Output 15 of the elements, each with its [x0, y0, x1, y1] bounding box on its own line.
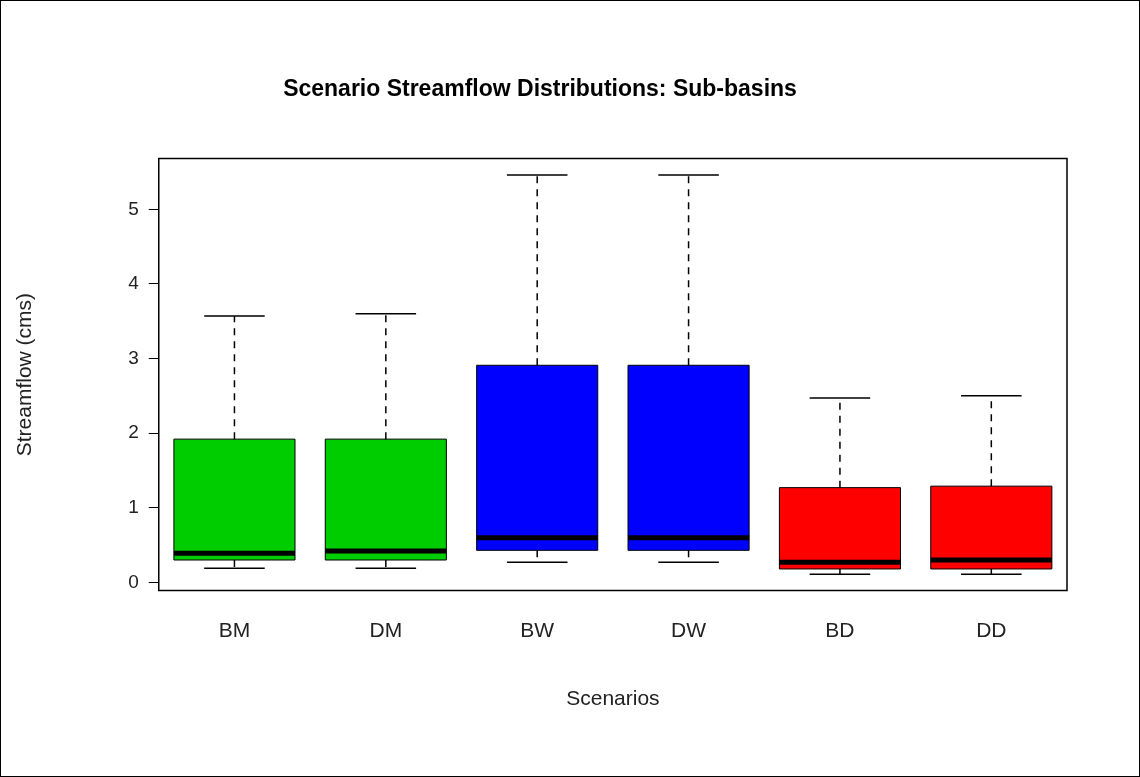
- x-tick-label: DD: [976, 618, 1007, 641]
- x-tick-label: BD: [825, 618, 855, 641]
- y-tick-label: 4: [128, 272, 140, 294]
- x-tick-label: BW: [520, 618, 555, 641]
- y-tick-label: 3: [128, 346, 139, 368]
- y-tick-label: 0: [128, 570, 139, 592]
- x-tick-label: BM: [218, 618, 251, 641]
- x-axis-title: Scenarios: [566, 686, 660, 710]
- chart-title: Scenario Streamflow Distributions: Sub-basins: [283, 75, 797, 102]
- y-axis-title: Streamflow (cms): [12, 292, 36, 457]
- x-tick-label: DM: [369, 618, 403, 641]
- x-tick-label: DW: [671, 618, 707, 641]
- y-tick-label: 1: [128, 496, 139, 518]
- y-tick-label: 2: [128, 421, 139, 443]
- y-tick-label: 5: [128, 197, 139, 219]
